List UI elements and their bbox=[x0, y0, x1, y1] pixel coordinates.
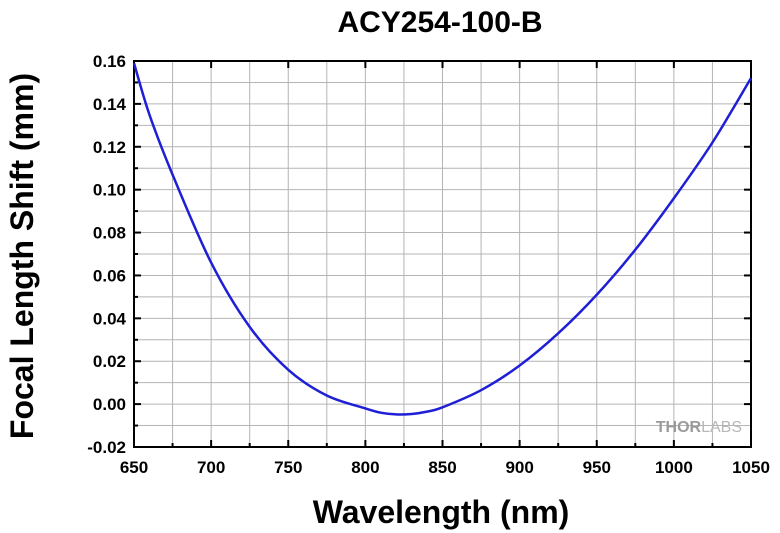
y-tick-label: -0.02 bbox=[87, 438, 126, 457]
y-tick-label: 0.10 bbox=[93, 181, 126, 200]
y-tick-label: 0.02 bbox=[93, 352, 126, 371]
focal-shift-series-line bbox=[132, 62, 753, 416]
y-tick-label: 0.06 bbox=[93, 266, 126, 285]
x-tick-label: 1050 bbox=[732, 458, 770, 477]
x-tick-label: 950 bbox=[583, 458, 611, 477]
x-tick-label: 650 bbox=[120, 458, 148, 477]
thorlabs-watermark: THORLABS bbox=[656, 419, 742, 436]
y-axis-label: Focal Length Shift (mm) bbox=[4, 73, 40, 439]
x-tick-label: 850 bbox=[428, 458, 456, 477]
x-tick-label: 1000 bbox=[655, 458, 693, 477]
y-tick-label: 0.00 bbox=[93, 395, 126, 414]
x-tick-label: 700 bbox=[197, 458, 225, 477]
x-tick-label: 900 bbox=[505, 458, 533, 477]
y-tick-label: 0.16 bbox=[93, 52, 126, 71]
series-layer bbox=[132, 62, 753, 416]
y-tick-label: 0.12 bbox=[93, 138, 126, 157]
chart-title: ACY254-100-B bbox=[337, 6, 542, 39]
watermark-labs: LABS bbox=[701, 419, 742, 436]
axis-ticks: 650 700 750 800 850 900 950 1000 1050 -0.02 0.00 0.… bbox=[87, 52, 770, 477]
x-tick-label: 800 bbox=[351, 458, 379, 477]
y-tick-label: 0.04 bbox=[93, 309, 127, 328]
x-tick-label: 750 bbox=[274, 458, 302, 477]
x-axis-label: Wavelength (nm) bbox=[313, 494, 570, 530]
watermark-thor: THOR bbox=[656, 419, 702, 436]
y-tick-label: 0.14 bbox=[93, 95, 127, 114]
y-tick-label: 0.08 bbox=[93, 224, 126, 243]
grid bbox=[133, 60, 752, 448]
